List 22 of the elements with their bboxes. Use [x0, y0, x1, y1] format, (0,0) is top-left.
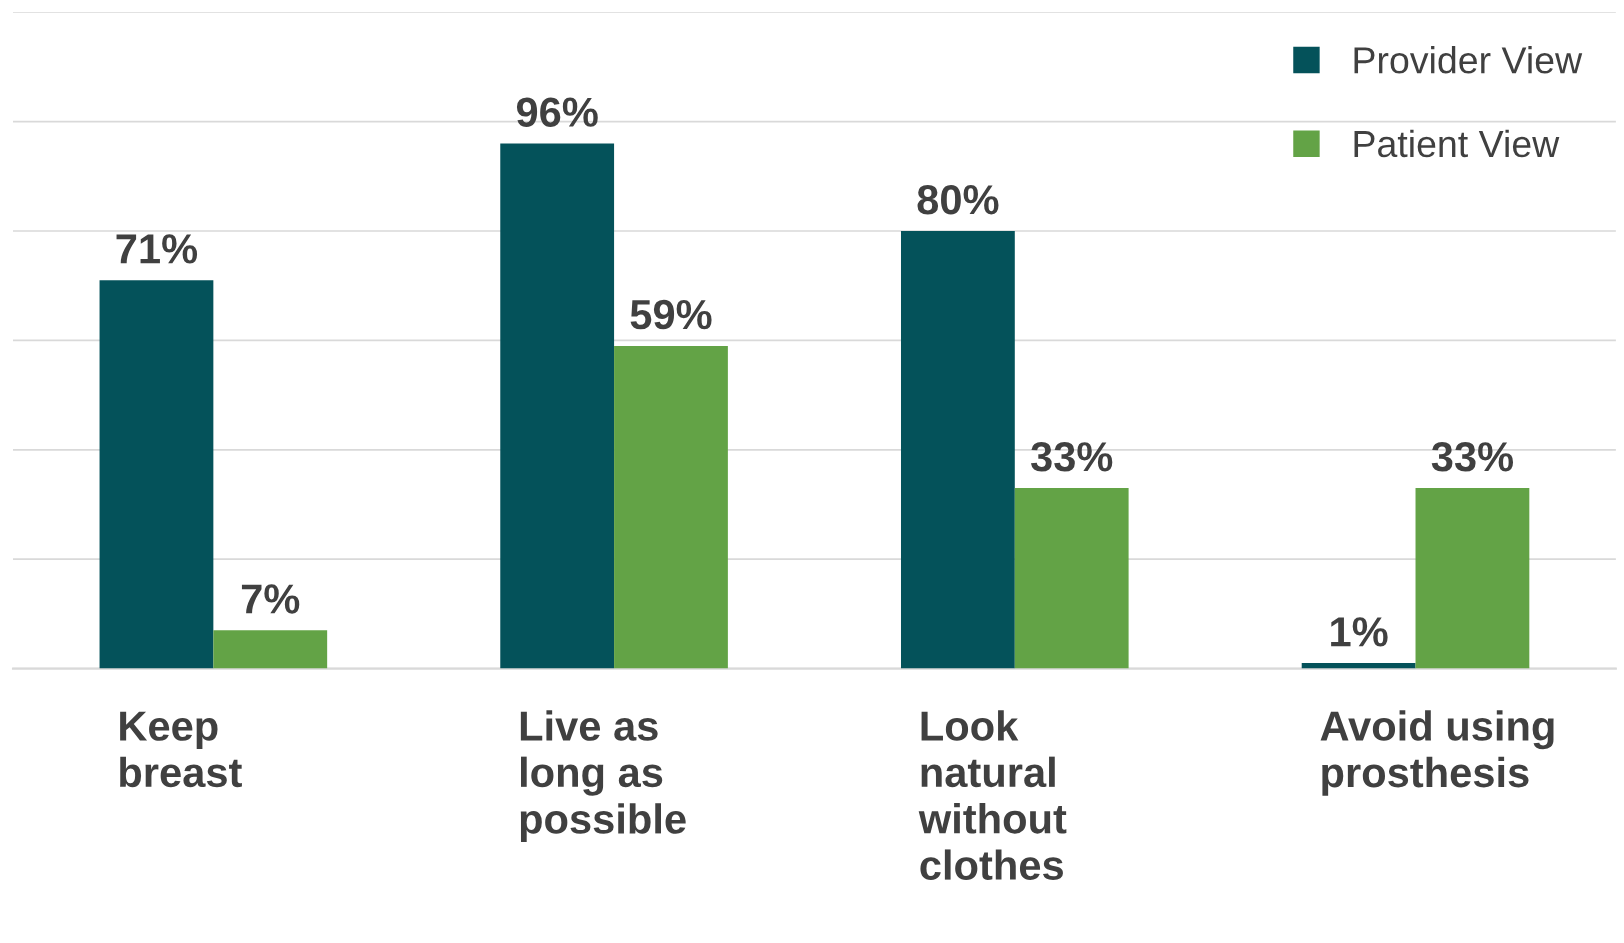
bar	[500, 143, 615, 669]
bar	[1301, 663, 1416, 669]
data-label: 1%	[1331, 617, 1388, 647]
legend-label: Patient View	[1354, 129, 1560, 158]
bar	[1014, 488, 1129, 669]
bar	[99, 280, 214, 669]
bar	[1415, 488, 1530, 669]
x-tick-label: Avoid using prosthesis	[1320, 710, 1554, 796]
bar	[614, 345, 728, 669]
x-tick-label: Keep breast	[120, 711, 242, 788]
data-label: 33%	[1030, 442, 1113, 472]
bar	[900, 231, 1015, 669]
data-label: 80%	[917, 184, 999, 215]
x-tick-label: Look natural without clothes	[918, 710, 1067, 881]
data-label: 71%	[116, 234, 198, 264]
data-label: 59%	[630, 299, 712, 330]
legend-label: Provider View	[1354, 46, 1583, 74]
bar	[213, 630, 328, 669]
data-label: 33%	[1431, 442, 1514, 472]
x-tick-label: Live as long as possible	[520, 710, 686, 843]
data-label: 7%	[241, 584, 300, 614]
data-label: 96%	[516, 97, 598, 127]
